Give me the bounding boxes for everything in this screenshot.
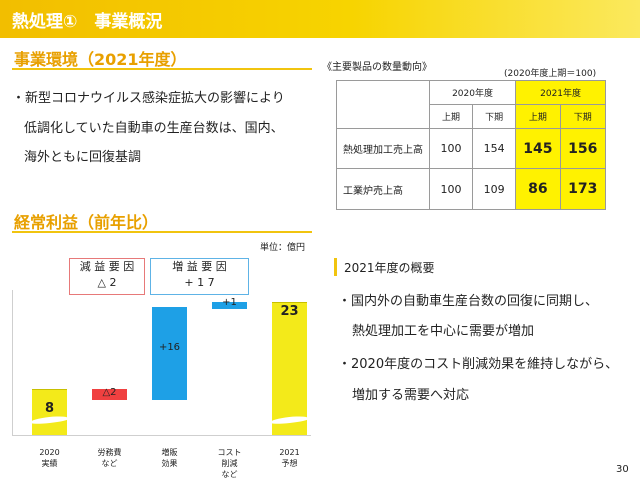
waterfall-bar — [152, 307, 187, 401]
category-label: 2020 実績 — [39, 448, 60, 468]
cell-value: 100 — [428, 128, 474, 169]
cell-value: 100 — [428, 168, 474, 210]
increase-factor-box: 増 益 要 因 + 1 7 — [150, 258, 249, 295]
row-label: 工業炉売上高 — [336, 168, 430, 210]
cell-value: 173 — [559, 168, 607, 210]
overview-line-3: ・2020年度のコスト削減効果を維持しながら、 — [338, 357, 619, 372]
environment-heading: 事業環境（2021年度） — [14, 50, 187, 69]
header-2020: 2020年度 — [428, 80, 517, 105]
cell-value: 86 — [515, 168, 561, 210]
cell-value: 156 — [559, 128, 607, 169]
category-label: コスト 削減 など — [217, 448, 242, 479]
environment-underline — [12, 68, 312, 70]
bar-value-label: +16 — [158, 341, 181, 353]
environment-line-1: ・新型コロナウイルス感染症拡大の影響により — [12, 91, 285, 106]
waterfall-bar — [32, 388, 67, 435]
profit-heading: 経常利益（前年比） — [14, 213, 159, 232]
cell-value: 145 — [515, 128, 561, 169]
cell-value: 109 — [472, 168, 517, 210]
environment-line-2: 低調化していた自動車の生産台数は、国内、 — [24, 121, 284, 136]
page-title: 熱処理① 事業概況 — [12, 12, 163, 32]
overview-line-2: 熱処理加工を中心に需要が増加 — [352, 324, 535, 339]
waterfall-bar — [272, 301, 307, 435]
header-2021-h2: 下期 — [559, 104, 607, 129]
bar-value-label: +1 — [222, 296, 237, 308]
header-2020-h2: 下期 — [472, 104, 517, 129]
header-2021: 2021年度 — [515, 80, 606, 105]
chart-axis-frame — [12, 290, 311, 436]
row-label: 熱処理加工売上高 — [336, 128, 430, 169]
table-caption: 《主要製品の数量動向》 — [322, 62, 432, 73]
header-2021-h1: 上期 — [515, 104, 561, 129]
environment-line-3: 海外ともに回復基調 — [24, 150, 142, 165]
increase-factor-value: + 1 7 — [184, 276, 215, 289]
category-label: 増販 効果 — [161, 448, 178, 468]
bar-value-label: 8 — [44, 400, 55, 416]
overview-accent-bar — [334, 258, 337, 276]
increase-factor-label: 増 益 要 因 — [172, 260, 227, 273]
header-2020-h1: 上期 — [428, 104, 474, 129]
cell-value: 154 — [472, 128, 517, 169]
decrease-factor-value: △ 2 — [97, 276, 117, 289]
table-basis-note: (2020年度上期＝100) — [504, 69, 597, 79]
page-number: 30 — [616, 464, 629, 475]
table-row: 工業炉売上高 100 109 86 173 — [336, 168, 607, 210]
profit-underline — [12, 231, 312, 233]
title-banner — [0, 0, 640, 38]
decrease-factor-label: 減 益 要 因 — [79, 260, 135, 273]
bar-value-label: 23 — [280, 303, 299, 319]
table-corner-cell — [336, 80, 430, 129]
category-label: 2021 予想 — [279, 448, 300, 468]
unit-label: 単位：億円 — [260, 243, 306, 253]
table-row: 熱処理加工売上高 100 154 145 156 — [336, 128, 607, 169]
product-volume-table: 2020年度 2021年度 上期 下期 上期 下期 熱処理加工売上高 100 1… — [336, 80, 607, 210]
overview-line-1: ・国内外の自動車生産台数の回復に同期し、 — [338, 294, 599, 309]
waterfall-bar — [212, 301, 247, 309]
profit-waterfall-chart: 8 2020 実績 △2 労務費 など +16 増販 効果 +1 コスト 削減 など 23 2021 予想 — [0, 290, 320, 480]
overview-heading: 2021年度の概要 — [344, 261, 435, 275]
waterfall-bar — [92, 388, 127, 401]
category-label: 労務費 など — [97, 448, 122, 468]
decrease-factor-box: 減 益 要 因 △ 2 — [69, 258, 145, 295]
overview-line-4: 増加する需要へ対応 — [352, 388, 470, 403]
bar-value-label: △2 — [102, 386, 117, 398]
